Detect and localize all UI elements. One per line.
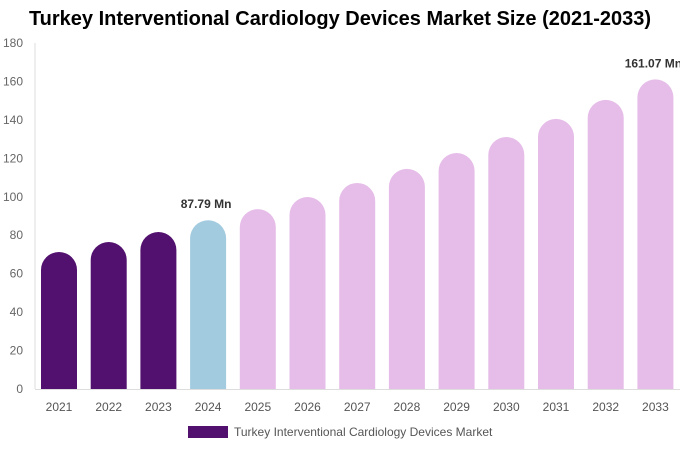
bar-2028 — [388, 168, 425, 389]
data-label: 87.79 Mn — [181, 197, 232, 211]
legend-swatch — [188, 426, 228, 438]
x-tick-label: 2021 — [46, 400, 73, 414]
bar-2029 — [438, 152, 475, 389]
x-tick-label: 2027 — [344, 400, 371, 414]
x-tick-label: 2033 — [642, 400, 669, 414]
y-tick-label: 160 — [3, 74, 23, 88]
x-tick-label: 2032 — [592, 400, 619, 414]
x-tick-label: 2025 — [244, 400, 271, 414]
bar-2027 — [339, 182, 376, 389]
x-tick-label: 2024 — [195, 400, 222, 414]
y-tick-label: 100 — [3, 190, 23, 204]
y-tick-label: 80 — [10, 228, 24, 242]
bar-2032 — [587, 99, 624, 390]
x-tick-label: 2031 — [543, 400, 570, 414]
y-tick-label: 60 — [10, 267, 24, 281]
y-tick-label: 20 — [10, 344, 24, 358]
x-tick-label: 2030 — [493, 400, 520, 414]
y-tick-label: 120 — [3, 151, 23, 165]
bar-2023 — [140, 231, 177, 389]
x-tick-label: 2023 — [145, 400, 172, 414]
x-tick-label: 2026 — [294, 400, 321, 414]
y-tick-label: 140 — [3, 113, 23, 127]
chart-title: Turkey Interventional Cardiology Devices… — [28, 8, 652, 30]
bar-2031 — [538, 118, 574, 389]
y-tick-label: 40 — [10, 305, 24, 319]
x-tick-label: 2028 — [394, 400, 421, 414]
bar-2030 — [488, 136, 525, 389]
x-tick-label: 2022 — [95, 400, 122, 414]
bar-2022 — [90, 241, 127, 389]
legend: Turkey Interventional Cardiology Devices… — [188, 425, 492, 439]
y-tick-label: 180 — [3, 36, 23, 50]
legend-label: Turkey Interventional Cardiology Devices… — [234, 425, 493, 439]
y-tick-label: 0 — [16, 382, 23, 396]
bar-2025 — [239, 209, 276, 389]
bar-2024 — [190, 220, 227, 389]
bar-chart: 0 20 40 60 80 100 120 140 160 180 2021 2022 2023 2024… — [3, 36, 680, 414]
x-tick-label: 2029 — [443, 400, 470, 414]
bar-2026 — [289, 196, 326, 389]
bar-2021 — [41, 251, 77, 389]
bar-2033 — [637, 79, 674, 389]
data-label: 161.07 Mn — [625, 56, 680, 70]
